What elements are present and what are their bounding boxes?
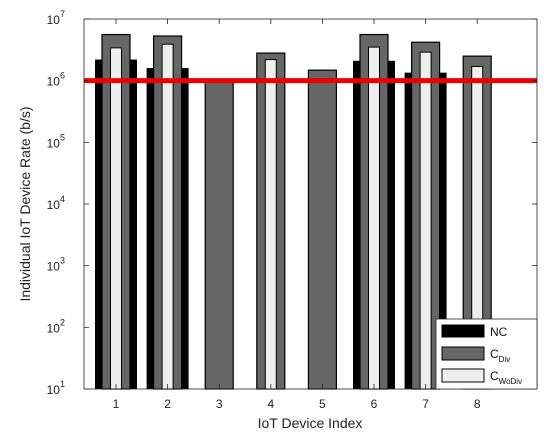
legend-nc-swatch <box>441 324 485 338</box>
x-tick-label: 8 <box>474 397 481 411</box>
x-tick-label: 7 <box>422 397 429 411</box>
bar-cwodiv-device-4 <box>264 59 277 390</box>
bars-layer <box>95 33 492 390</box>
bar-cdiv-device-5 <box>307 69 337 390</box>
x-tick-label: 1 <box>113 397 120 411</box>
bar-cwodiv-device-7 <box>419 51 432 390</box>
y-tick-label: 101 <box>47 379 65 397</box>
y-tick-label: 102 <box>47 317 65 335</box>
x-tick-label: 2 <box>164 397 171 411</box>
y-tick-label: 103 <box>47 256 65 274</box>
x-tick-label: 4 <box>267 397 274 411</box>
y-tick-label: 106 <box>47 71 65 89</box>
legend-cdiv-swatch <box>441 346 485 361</box>
y-tick-label: 107 <box>47 9 65 27</box>
bar-cwodiv-device-2 <box>161 43 174 390</box>
x-tick-label: 5 <box>319 397 326 411</box>
x-axis-title: IoT Device Index <box>258 415 363 431</box>
y-tick-label: 104 <box>47 194 65 212</box>
legend-cwodiv-swatch <box>441 368 485 383</box>
y-tick-label: 105 <box>47 132 65 150</box>
bar-cwodiv-device-1 <box>110 47 122 390</box>
bar-cwodiv-device-6 <box>368 46 380 390</box>
axis-ticks: 101 102 103 104 105 106 107 1 2 3 4 5 6 7 8 <box>47 9 537 411</box>
x-tick-label: 6 <box>371 397 378 411</box>
y-axis-title: Individual IoT Device Rate (b/s) <box>17 106 33 301</box>
x-tick-label: 3 <box>216 397 223 411</box>
legend-nc-label: NC <box>490 325 508 339</box>
bar-cdiv-device-3 <box>204 81 234 390</box>
